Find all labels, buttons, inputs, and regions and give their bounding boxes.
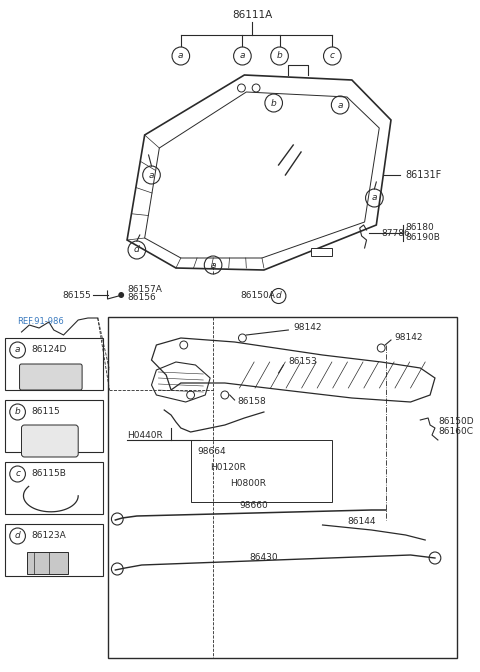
FancyBboxPatch shape: [5, 462, 103, 514]
Text: 86156: 86156: [127, 294, 156, 302]
Text: a: a: [178, 52, 183, 60]
FancyBboxPatch shape: [311, 248, 332, 256]
Text: 86144: 86144: [347, 517, 375, 526]
Text: 86180: 86180: [406, 224, 434, 233]
Circle shape: [118, 292, 124, 298]
Text: 98660: 98660: [240, 501, 268, 511]
Text: a: a: [337, 101, 343, 110]
Text: a: a: [15, 345, 20, 355]
Text: 86115B: 86115B: [31, 470, 66, 478]
Text: 86158: 86158: [238, 398, 266, 407]
Text: 86124D: 86124D: [31, 345, 67, 355]
Text: 98142: 98142: [293, 323, 322, 333]
FancyBboxPatch shape: [108, 317, 457, 658]
Text: 98142: 98142: [394, 333, 422, 343]
Text: 98664: 98664: [197, 448, 226, 456]
Text: 86111A: 86111A: [232, 10, 272, 20]
Text: REF.91-986: REF.91-986: [18, 317, 64, 327]
FancyBboxPatch shape: [5, 338, 103, 390]
Text: 86131F: 86131F: [406, 170, 442, 180]
Text: d: d: [15, 532, 21, 540]
Text: H0800R: H0800R: [230, 480, 266, 489]
Text: 86155: 86155: [62, 290, 91, 300]
Text: a: a: [372, 194, 377, 202]
FancyBboxPatch shape: [20, 364, 82, 390]
Text: 86115: 86115: [31, 407, 60, 417]
Text: 86150A: 86150A: [240, 290, 276, 300]
FancyBboxPatch shape: [191, 440, 332, 502]
FancyBboxPatch shape: [5, 524, 103, 576]
Text: c: c: [330, 52, 335, 60]
Text: b: b: [276, 52, 282, 60]
Text: 86123A: 86123A: [31, 532, 66, 540]
Text: 86157A: 86157A: [127, 284, 162, 294]
Text: d: d: [276, 292, 281, 300]
Text: c: c: [15, 470, 20, 478]
Text: a: a: [149, 171, 154, 179]
FancyBboxPatch shape: [22, 425, 78, 457]
Text: a: a: [210, 261, 216, 269]
Text: b: b: [15, 407, 21, 417]
Text: a: a: [240, 52, 245, 60]
Text: 86190B: 86190B: [406, 233, 441, 243]
Text: H0120R: H0120R: [210, 464, 246, 472]
Text: H0440R: H0440R: [127, 431, 163, 439]
FancyBboxPatch shape: [5, 400, 103, 452]
Text: d: d: [134, 245, 140, 255]
Text: 86430: 86430: [250, 554, 278, 562]
Text: 86160C: 86160C: [438, 427, 473, 437]
Text: 86153: 86153: [288, 358, 317, 366]
Text: 86150D: 86150D: [438, 417, 474, 427]
Text: b: b: [271, 99, 276, 108]
Text: 87786: 87786: [381, 228, 410, 237]
FancyBboxPatch shape: [27, 552, 69, 574]
